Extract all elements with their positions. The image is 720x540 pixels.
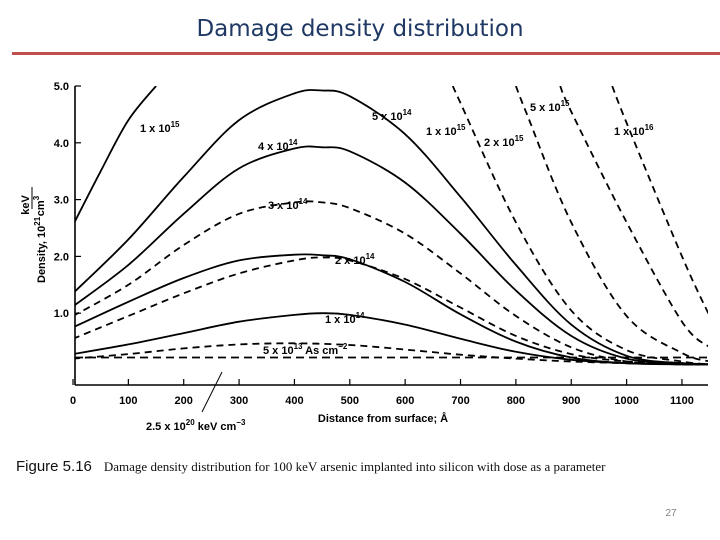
x-tick-label: 200 [175, 395, 193, 407]
x-tick-label: 100 [119, 395, 137, 407]
x-tick-label: 500 [341, 395, 359, 407]
x-tick-label: 0 [70, 395, 76, 407]
x-tick-label: 700 [451, 395, 469, 407]
series-line-12 [75, 86, 157, 224]
series-label-7: 5 x 1014 [372, 108, 412, 123]
y-axis-unit-denominator: cm3 [32, 195, 47, 216]
series-label-2: 1 x 1014 [325, 311, 365, 326]
slide-title: Damage density distribution [196, 16, 524, 42]
y-tick-label: 3.0 [54, 195, 69, 207]
x-tick-label: 1100 [670, 395, 694, 407]
series-label-1: 5 x 1013 As cm−2 [263, 342, 348, 357]
series-line-6 [75, 145, 708, 366]
baseline-leader-line [201, 371, 223, 413]
y-tick-label: 2.0 [54, 251, 69, 263]
series-label-5: 3 x 1014 [268, 197, 308, 212]
series-label-11: 1 x 1016 [614, 123, 654, 138]
series-line-10 [559, 86, 708, 348]
y-tick-label: 5.0 [54, 81, 69, 93]
series-label-12: 1 x 1015 [140, 120, 180, 135]
x-tick-label: 900 [562, 395, 580, 407]
series-label-9: 2 x 1015 [484, 134, 524, 149]
series-line-9 [515, 86, 708, 363]
series-line-11 [611, 86, 708, 315]
series-line-3 [75, 256, 708, 366]
series-line-5 [75, 200, 708, 366]
y-axis-unit-numerator: keV [20, 195, 32, 215]
y-tick-label: 1.0 [54, 308, 69, 320]
title-divider [12, 52, 720, 55]
x-tick-label: 300 [230, 395, 248, 407]
figure-caption: Figure 5.16 Damage density distribution f… [16, 458, 716, 475]
x-tick-label: 600 [396, 395, 414, 407]
x-tick-label: 800 [507, 395, 525, 407]
series-label-6: 4 x 1014 [258, 138, 298, 153]
series-line-8 [451, 86, 708, 366]
y-axis-label: Density, 1021 [33, 216, 48, 283]
x-tick-label: 400 [285, 395, 303, 407]
page-number: 27 [665, 508, 677, 519]
x-tick-label: 1000 [614, 395, 638, 407]
y-tick-label: 4.0 [54, 138, 69, 150]
series-label-4: 2 x 1014 [335, 252, 375, 267]
x-axis-label: Distance from surface; Å [318, 412, 448, 425]
series-line-1 [75, 342, 708, 366]
figure-label: Figure 5.16 [16, 458, 92, 475]
baseline-annotation: 2.5 x 1020 keV cm−3 [146, 418, 246, 433]
series-line-4 [75, 253, 708, 366]
caption-text: Damage density distribution for 100 keV … [103, 459, 606, 474]
series-label-10: 5 x 1015 [530, 99, 570, 114]
series-line-7 [75, 89, 708, 366]
series-label-8: 1 x 1015 [426, 123, 466, 138]
